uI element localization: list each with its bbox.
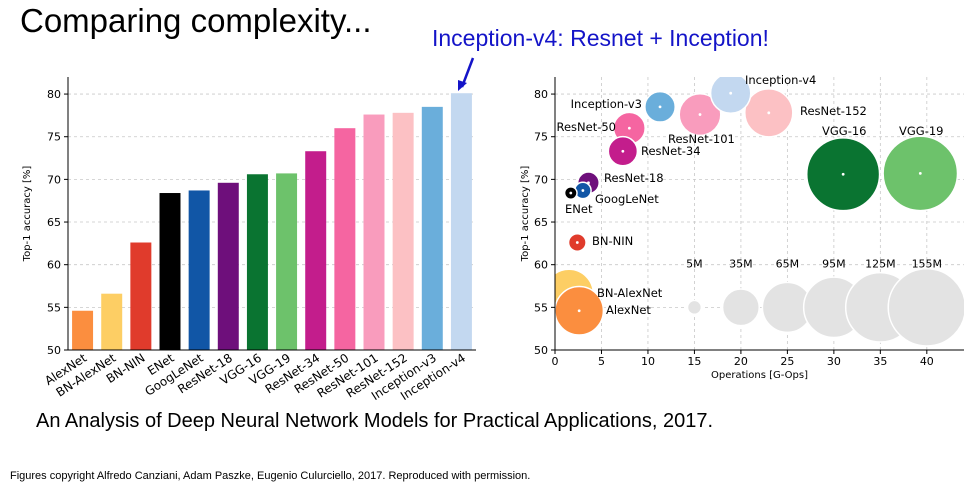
bar-ytick-label-65: 65 (47, 216, 61, 229)
inception-v4-annotation: Inception-v4: Resnet + Inception! (432, 25, 769, 51)
bubble-xtick-label-5: 5 (598, 355, 605, 368)
bubble-xtick-label-15: 15 (687, 355, 701, 368)
bubble-label-bn-nin: BN-NIN (592, 234, 633, 248)
bubble-xtick-label-10: 10 (641, 355, 655, 368)
bubble-xtick-label-20: 20 (734, 355, 748, 368)
bubble-center-vgg-16 (841, 172, 845, 176)
size-legend-label-125m: 125M (865, 257, 896, 270)
bar-resnet-50 (334, 128, 356, 350)
bar-resnet-152 (392, 112, 414, 350)
bubble-label-enet: ENet (565, 202, 593, 216)
bubble-label-resnet-18: ResNet-18 (604, 171, 664, 185)
bar-ytick-label-80: 80 (47, 88, 61, 101)
bubble-plot-area (555, 77, 964, 347)
size-legend-label-65m: 65M (776, 257, 800, 270)
bubble-ytick-label-60: 60 (534, 259, 548, 272)
bubble-label-resnet-50: ResNet-50 (556, 120, 616, 134)
bar-ytick-label-60: 60 (47, 259, 61, 272)
size-legend-bubble-155m (887, 268, 964, 347)
bubble-chart-accuracy-vs-operations: 50 55 60 65 70 75 80 0 5 10 15 20 25 30 35 40 5M 35M 65M 95… (458, 57, 964, 381)
copyright-note: Figures copyright Alfredo Canziani, Adam… (10, 470, 531, 482)
bubble-label-resnet-101: ResNet-101 (668, 132, 735, 146)
size-legend-bubble-35m (721, 288, 760, 327)
bubble-center-inception-v4 (729, 91, 733, 95)
bubble-center-inception-v3 (658, 105, 662, 109)
size-legend-label-35m: 35M (729, 257, 753, 270)
bubble-inception-v4 (709, 77, 752, 115)
bar-ytick-label-70: 70 (47, 173, 61, 186)
bubble-xtick-label-30: 30 (827, 355, 841, 368)
bubble-label-googlenet: GoogLeNet (595, 192, 659, 206)
bubble-label-bn-alexnet: BN-AlexNet (597, 286, 663, 300)
bubble-x-axis-label: Operations [G-Ops] (711, 370, 808, 381)
bubble-label-inception-v3: Inception-v3 (571, 97, 642, 111)
bubble-label-vgg-16: VGG-16 (822, 124, 866, 138)
bar-vgg-19 (276, 173, 298, 350)
bubble-ytick-label-75: 75 (534, 131, 548, 144)
bar-vgg-16 (246, 174, 268, 350)
bubble-center-vgg-19 (918, 172, 922, 175)
bubble-center-alexnet (577, 309, 581, 313)
bar-resnet-18 (217, 182, 239, 350)
bar-y-axis-label: Top-1 accuracy [%] (22, 166, 33, 263)
size-legend-bubble-5m (686, 299, 703, 316)
bar-bn-alexnet (101, 293, 123, 350)
bar-resnet-101 (363, 114, 385, 350)
bar-ytick-label-50: 50 (47, 344, 61, 357)
bubble-label-resnet-152: ResNet-152 (800, 104, 867, 118)
bubble-center-resnet-34 (621, 149, 625, 153)
bubble-ytick-label-80: 80 (534, 88, 548, 101)
bubble-center-resnet-152 (767, 111, 771, 115)
bar-enet (159, 193, 181, 350)
bubble-xtick-label-25: 25 (780, 355, 794, 368)
bubble-y-axis-label: Top-1 accuracy [%] (520, 166, 531, 263)
size-legend-label-155m: 155M (912, 257, 943, 270)
bubble-label-alexnet: AlexNet (606, 303, 651, 317)
bubble-label-inception-v4: Inception-v4 (745, 73, 816, 87)
bar-bn-nin (130, 242, 152, 350)
bubble-center-googlenet (581, 189, 585, 192)
bubble-label-resnet-34: ResNet-34 (641, 144, 701, 158)
bar-chart-top1-accuracy: 50556065707580AlexNetBN-AlexNetBN-NINENe… (22, 77, 476, 400)
size-legend-label-95m: 95M (822, 257, 846, 270)
size-legend-label-5m: 5M (686, 257, 703, 270)
bar-inception-v4 (450, 93, 472, 350)
bar-alexnet (72, 310, 94, 350)
bubble-center-enet (569, 191, 573, 195)
bubble-xtick-label-40: 40 (920, 355, 934, 368)
paper-reference: An Analysis of Deep Neural Network Model… (36, 410, 714, 432)
bubble-label-vgg-19: VGG-19 (899, 124, 943, 138)
annotation-arrow-head (458, 80, 467, 91)
bubble-xtick-label-35: 35 (873, 355, 887, 368)
bubble-ytick-label-65: 65 (534, 216, 548, 229)
slide-title: Comparing complexity... (20, 2, 372, 39)
bubble-center-bn-nin (575, 241, 579, 244)
bubble-ytick-label-50: 50 (534, 344, 548, 357)
bar-ytick-label-75: 75 (47, 131, 61, 144)
bar-googlenet (188, 190, 210, 350)
bubble-center-resnet-50 (627, 126, 631, 130)
bar-ytick-label-55: 55 (47, 301, 61, 314)
bar-resnet-34 (305, 151, 327, 350)
bubble-center-resnet-101 (698, 113, 702, 116)
bar-inception-v3 (421, 106, 443, 350)
bubble-ytick-label-70: 70 (534, 173, 548, 186)
bubble-xtick-label-0: 0 (552, 355, 559, 368)
bubble-ytick-label-55: 55 (534, 301, 548, 314)
